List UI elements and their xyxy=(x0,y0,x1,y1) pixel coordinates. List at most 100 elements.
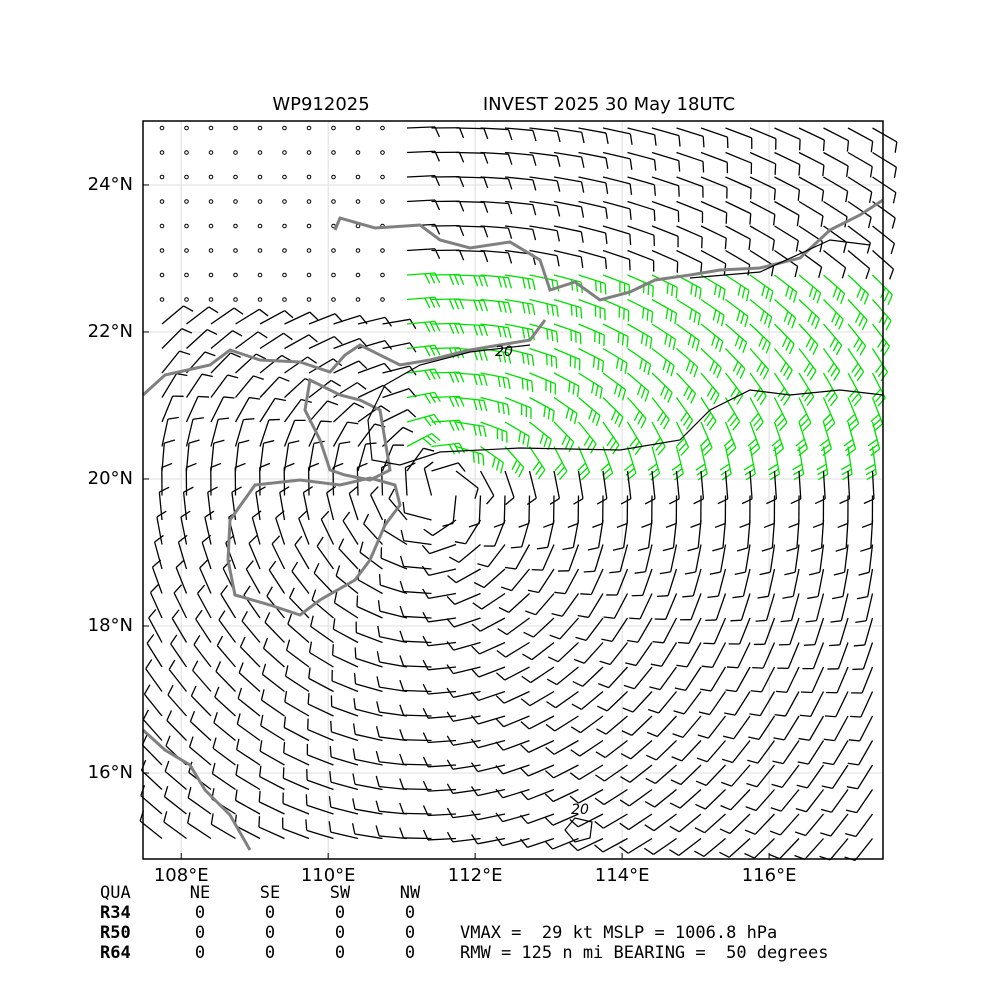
wind-barb-flag xyxy=(380,574,381,585)
table-cell: 0 xyxy=(405,923,415,943)
wind-barb-flag xyxy=(654,210,655,221)
wind-barb-flag xyxy=(547,354,548,365)
wind-barb-flag xyxy=(333,644,334,655)
x-tick-label: 110°E xyxy=(301,865,356,886)
wind-barb-flag xyxy=(259,816,260,827)
wind-barb-flag xyxy=(198,396,209,397)
wind-barb-flag xyxy=(829,645,840,646)
table-cell: 0 xyxy=(265,943,275,963)
wind-barb-flag xyxy=(478,453,479,464)
wind-barb-flag xyxy=(776,691,787,692)
wind-barb-flag xyxy=(727,667,738,668)
chart-title-left: WP912025 xyxy=(272,94,369,115)
wind-barb-flag xyxy=(678,643,689,644)
wind-barb-flag xyxy=(672,285,673,296)
wind-barb-flag xyxy=(756,620,767,621)
wind-barb-flag xyxy=(331,721,332,732)
wind-barb-flag xyxy=(630,234,631,245)
table-cell: 0 xyxy=(335,943,345,963)
wind-barb-flag xyxy=(630,259,631,270)
table-cell: 0 xyxy=(335,923,345,943)
wind-barb-flag xyxy=(850,716,861,717)
wind-barb-flag xyxy=(243,419,254,420)
wind-barb-flag xyxy=(527,380,528,391)
wind-barb-flag xyxy=(752,668,763,669)
wind-barb-flag xyxy=(308,693,309,704)
wind-barb xyxy=(456,226,484,227)
wind-barb-flag xyxy=(581,308,582,319)
wind-barb-flag xyxy=(330,746,331,757)
wind-barb-flag xyxy=(667,283,668,294)
y-tick-label: 24°N xyxy=(88,174,133,195)
wind-barb-flag xyxy=(357,596,358,607)
wind-barb-flag xyxy=(676,287,677,298)
wind-barb-flag xyxy=(730,620,741,621)
wind-barb xyxy=(529,496,530,524)
info-line: VMAX = 29 kt MSLP = 1006.8 hPa xyxy=(460,923,777,943)
wind-barb xyxy=(456,202,484,203)
table-cell: R34 xyxy=(100,903,131,923)
wind-barb xyxy=(456,177,484,178)
wind-barb-flag xyxy=(532,381,533,392)
wind-barb-flag xyxy=(774,189,775,200)
wind-barb-flag xyxy=(584,571,595,572)
wind-barb-flag xyxy=(629,618,640,619)
wind-barb xyxy=(504,496,505,524)
table-cell: 0 xyxy=(405,943,415,963)
wind-barb-flag xyxy=(800,139,801,150)
table-header: NW xyxy=(400,883,421,903)
wind-barb-flag xyxy=(306,794,307,805)
info-line: RMW = 125 n mi BEARING = 50 degrees xyxy=(460,943,828,963)
wind-barb-flag xyxy=(799,165,800,176)
wind-barb-flag xyxy=(580,594,591,595)
wind-barb-flag xyxy=(556,357,557,368)
wind-barb-flag xyxy=(801,692,812,693)
chart-title: INVEST 2025 30 May 18UTC xyxy=(483,94,735,115)
contour-label: 20 xyxy=(495,344,513,360)
wind-barb-flag xyxy=(600,282,601,293)
table-cell: 0 xyxy=(265,923,275,943)
x-tick-label: 108°E xyxy=(154,865,209,886)
wind-barb-flag xyxy=(750,214,751,225)
wind-barb-flag xyxy=(321,421,332,422)
table-cell: 0 xyxy=(405,903,415,923)
wind-barb-flag xyxy=(522,378,523,389)
y-tick-label: 20°N xyxy=(88,468,133,489)
wind-barb-flag xyxy=(284,742,285,753)
table-cell: 0 xyxy=(195,923,205,943)
wind-barb-flag xyxy=(355,647,356,658)
wind-barb-flag xyxy=(306,819,307,830)
wind-barb-flag xyxy=(605,284,606,295)
wind-barb-flag xyxy=(657,596,668,597)
wind-barb-flag xyxy=(679,186,680,197)
wind-barb-flag xyxy=(596,280,597,291)
y-tick-label: 18°N xyxy=(88,615,133,636)
table-cell: 0 xyxy=(195,903,205,923)
table-header: NE xyxy=(190,883,210,903)
table-header: QUA xyxy=(100,883,131,903)
x-tick-label: 116°E xyxy=(742,865,797,886)
wind-barb-flag xyxy=(483,454,484,465)
x-tick-label: 112°E xyxy=(448,865,503,886)
table-header: SW xyxy=(330,883,351,903)
wind-barb xyxy=(456,128,484,129)
contour-label: 20 xyxy=(571,802,589,818)
y-tick-label: 16°N xyxy=(88,762,133,783)
wind-barb-flag xyxy=(473,452,474,463)
table-header: SE xyxy=(260,883,280,903)
table-cell: 0 xyxy=(195,943,205,963)
table-cell: 0 xyxy=(265,903,275,923)
wind-barb xyxy=(456,153,484,154)
wind-barb-flag xyxy=(703,136,704,147)
table-cell: R50 xyxy=(100,923,131,943)
wind-barb-flag xyxy=(804,645,815,646)
wind-barb-flag xyxy=(703,161,704,172)
y-tick-label: 22°N xyxy=(88,321,133,342)
wind-barb-flag xyxy=(571,305,572,316)
wind-barb-flag xyxy=(269,419,280,420)
wind-barb-flag xyxy=(824,140,825,151)
wind-barb-flag xyxy=(825,716,836,717)
